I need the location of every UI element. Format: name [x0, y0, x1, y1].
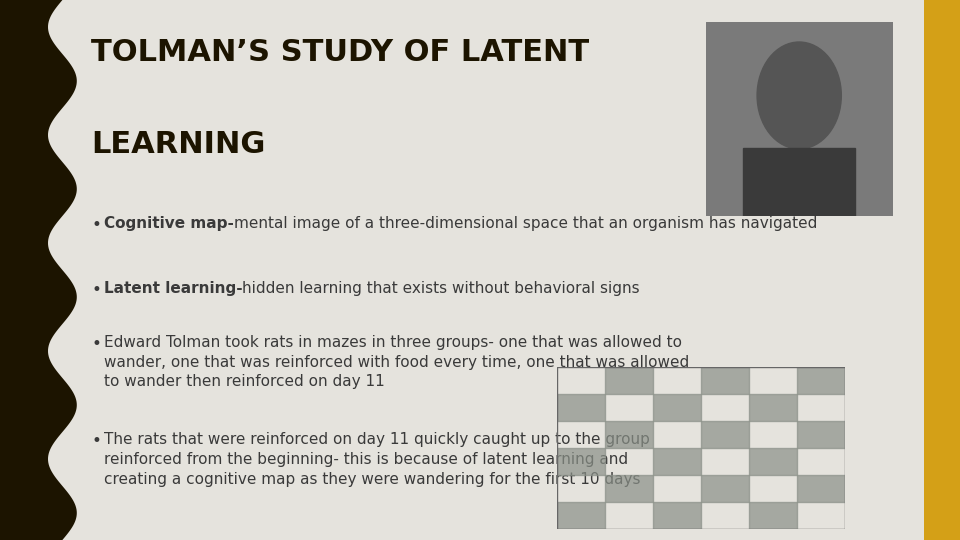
Bar: [749, 448, 797, 475]
Text: •: •: [91, 216, 101, 234]
Bar: [701, 475, 749, 502]
Bar: [701, 367, 749, 394]
Ellipse shape: [757, 42, 841, 149]
Bar: [557, 502, 605, 529]
Bar: [605, 367, 653, 394]
Bar: [701, 421, 749, 448]
Bar: [653, 448, 701, 475]
Bar: [605, 475, 653, 502]
Text: •: •: [91, 335, 101, 353]
Bar: [557, 448, 605, 475]
Text: Latent learning-: Latent learning-: [104, 281, 242, 296]
Bar: [924, 0, 960, 540]
Text: Cognitive map-: Cognitive map-: [104, 216, 233, 231]
Polygon shape: [0, 0, 77, 540]
Bar: [653, 394, 701, 421]
Text: mental image of a three-dimensional space that an organism has navigated: mental image of a three-dimensional spac…: [233, 216, 817, 231]
Text: Edward Tolman took rats in mazes in three groups- one that was allowed to
wander: Edward Tolman took rats in mazes in thre…: [104, 335, 689, 389]
Text: The rats that were reinforced on day 11 quickly caught up to the group
reinforce: The rats that were reinforced on day 11 …: [104, 432, 650, 487]
Text: hidden learning that exists without behavioral signs: hidden learning that exists without beha…: [242, 281, 640, 296]
Text: •: •: [91, 432, 101, 450]
Bar: [557, 394, 605, 421]
Bar: [653, 502, 701, 529]
Text: TOLMAN’S STUDY OF LATENT: TOLMAN’S STUDY OF LATENT: [91, 38, 589, 67]
Text: LEARNING: LEARNING: [91, 130, 266, 159]
Bar: [797, 367, 845, 394]
Bar: [605, 421, 653, 448]
Bar: [743, 148, 855, 216]
Bar: [749, 394, 797, 421]
Bar: [749, 502, 797, 529]
Bar: [797, 421, 845, 448]
Text: •: •: [91, 281, 101, 299]
Bar: [797, 475, 845, 502]
